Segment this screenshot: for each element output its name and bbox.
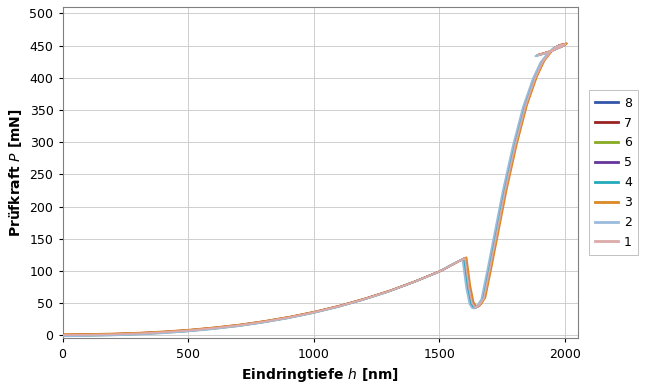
Y-axis label: Prüfkraft $\mathit{P}$ [mN]: Prüfkraft $\mathit{P}$ [mN] bbox=[7, 108, 24, 237]
Legend: 8, 7, 6, 5, 4, 3, 2, 1: 8, 7, 6, 5, 4, 3, 2, 1 bbox=[589, 90, 638, 255]
X-axis label: Eindringtiefe $\mathit{h}$ [nm]: Eindringtiefe $\mathit{h}$ [nm] bbox=[241, 366, 399, 384]
